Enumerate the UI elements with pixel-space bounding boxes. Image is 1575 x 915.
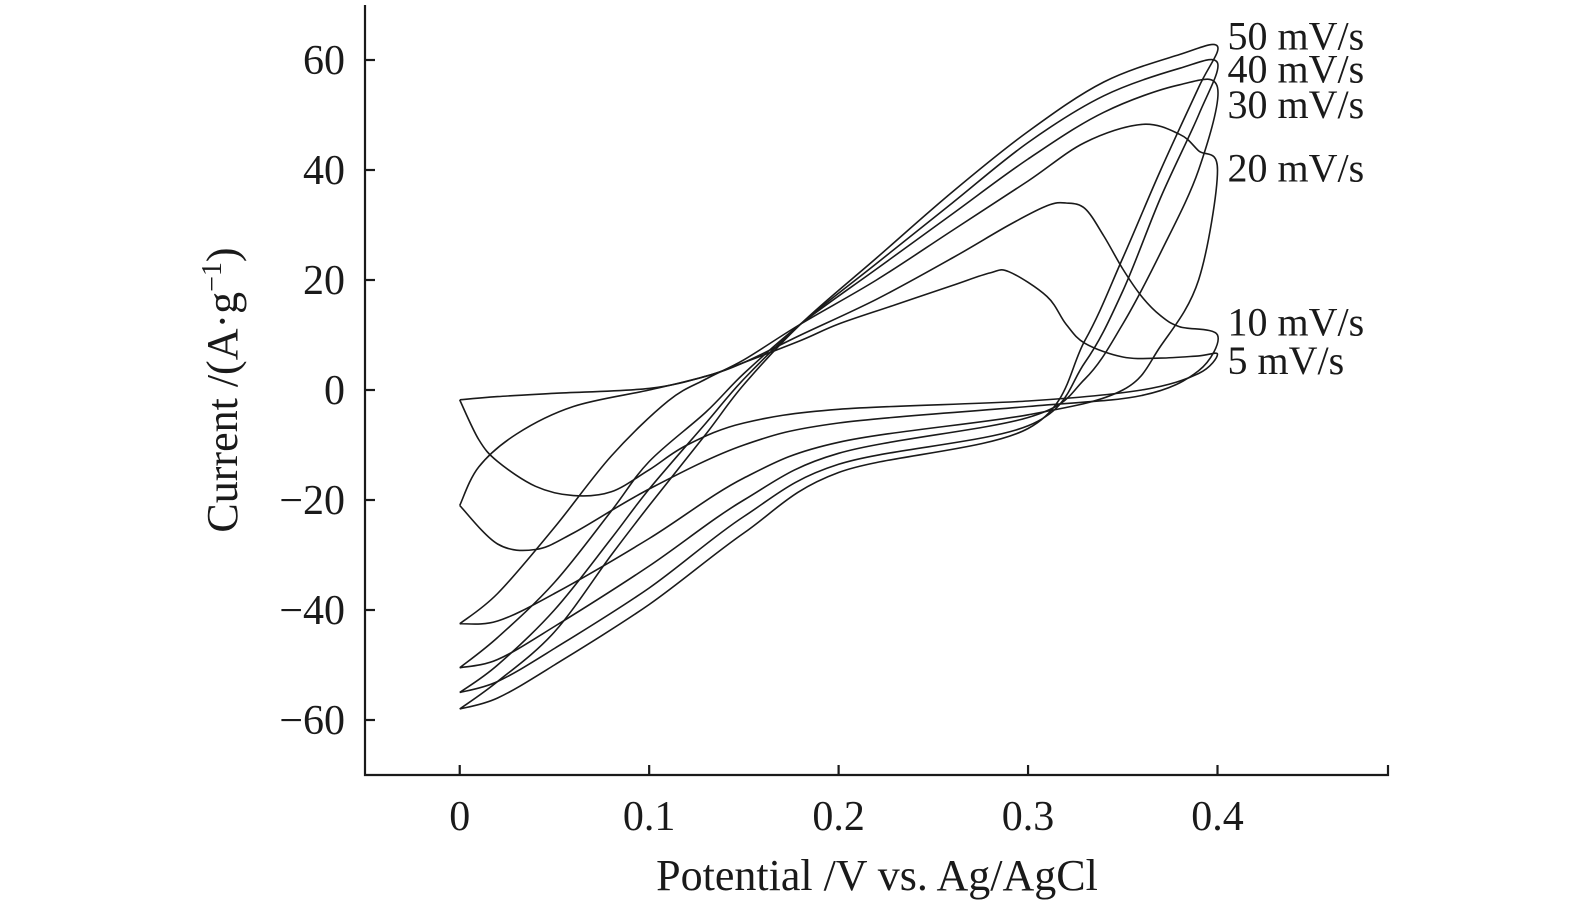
x-tick-label: 0.1 xyxy=(623,794,676,840)
x-axis-ticks: 0 0.1 0.2 0.3 0.4 xyxy=(449,765,1244,840)
y-axis-label-close: ) xyxy=(198,247,247,262)
y-tick-label: −20 xyxy=(279,478,345,524)
cv-curve-5-mv-s xyxy=(458,268,1219,497)
cv-curve-50-mv-s xyxy=(459,43,1219,710)
x-tick-label: 0 xyxy=(449,794,470,840)
y-axis-label-main: Current /(A·g xyxy=(198,292,247,533)
x-tick-label: 0.3 xyxy=(1002,794,1055,840)
series-label-5-mv-s: 5 mV/s xyxy=(1228,338,1345,383)
y-tick-label: 0 xyxy=(324,368,345,414)
y-axis-label: Current /(A·g−1) xyxy=(197,247,247,532)
cv-curves xyxy=(458,43,1219,710)
cv-curve-40-mv-s xyxy=(459,58,1219,694)
cv-curve-10-mv-s xyxy=(458,201,1219,552)
series-label-10-mv-s: 10 mV/s xyxy=(1228,299,1365,344)
series-label-50-mv-s: 50 mV/s xyxy=(1228,13,1365,58)
cv-curve-30-mv-s xyxy=(459,78,1219,669)
y-axis-ticks: −60 −40 −20 0 20 40 60 xyxy=(279,38,375,744)
y-tick-label: 60 xyxy=(303,38,345,84)
y-tick-label: −60 xyxy=(279,698,345,744)
x-axis-label: Potential /V vs. Ag/AgCl xyxy=(656,851,1098,900)
cv-curve-20-mv-s xyxy=(459,123,1219,625)
x-tick-label: 0.2 xyxy=(812,794,865,840)
series-labels: 5 mV/s10 mV/s 20 mV/s 30 mV/s40 mV/s50 mV/… xyxy=(1228,13,1365,383)
series-label-30-mv-s: 30 mV/s xyxy=(1228,82,1365,127)
series-label-40-mv-s: 40 mV/s xyxy=(1228,46,1365,91)
x-tick-label: 0.4 xyxy=(1191,794,1244,840)
y-tick-label: 20 xyxy=(303,258,345,304)
y-axis-label-superscript: −1 xyxy=(197,262,228,292)
y-tick-label: −40 xyxy=(279,588,345,634)
y-tick-label: 40 xyxy=(303,148,345,194)
series-label-20-mv-s: 20 mV/s xyxy=(1228,145,1365,190)
